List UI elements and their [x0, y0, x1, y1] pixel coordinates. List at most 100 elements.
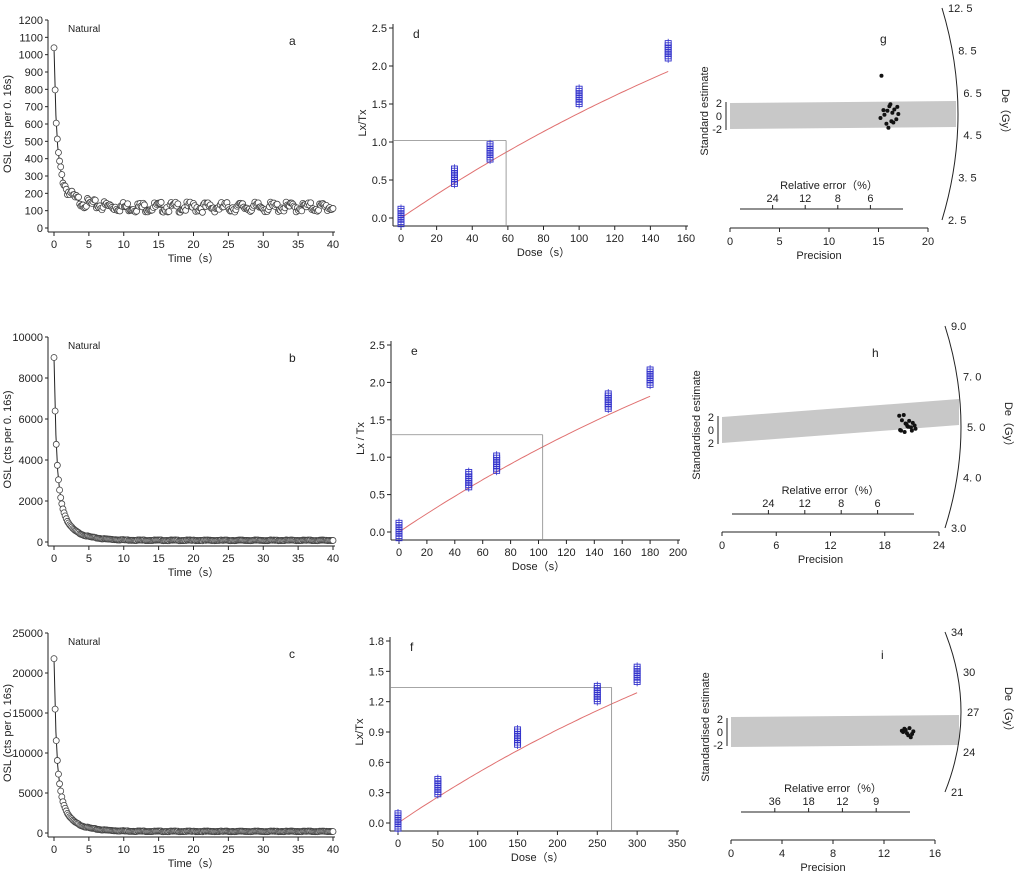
x-tick-label: 0	[51, 844, 57, 856]
x-tick-label: 150	[508, 838, 526, 850]
radial-data-point	[902, 429, 907, 434]
x-tick-label: 60	[502, 233, 514, 245]
de-axis-label: De（Gy）	[1002, 687, 1015, 737]
y-tick-label: 20000	[12, 668, 43, 680]
y-tick-label: 500	[25, 136, 43, 148]
x-tick-label: 0	[728, 848, 734, 860]
rel-error-tick-label: 9	[873, 796, 879, 808]
x-tick-label: 15	[872, 236, 884, 248]
y-tick-label: 5000	[19, 788, 43, 800]
y-tick-label: 0.0	[372, 213, 387, 225]
osl-data-point	[51, 705, 59, 713]
de-tick-label: 3.0	[951, 523, 966, 535]
y-tick-label: 0.5	[370, 490, 385, 502]
y-axis-label: OSL (cts per 0. 16s)	[2, 75, 14, 173]
y-tick-label: 0	[37, 537, 43, 549]
x-tick-label: 15	[153, 844, 165, 856]
x-tick-label: 60	[477, 547, 489, 559]
y-tick-label: 2.0	[370, 377, 385, 389]
x-tick-label: 20	[187, 844, 199, 856]
y-tick-label: 1.5	[372, 99, 387, 111]
x-tick-label: 0	[719, 540, 725, 552]
osl-data-point	[57, 787, 65, 795]
radial-data-point	[890, 110, 895, 115]
osl-panel-b: 0 2000 4000 6000 8000 10000 0 5 10 15 20 25 30 35 40 Ti…	[2, 332, 339, 579]
radial-data-point	[885, 108, 890, 113]
growth-fit-curve	[397, 692, 638, 824]
osl-data-point	[52, 119, 60, 127]
x-tick-label: 30	[257, 844, 269, 856]
std-axis-label: Standardised estimate	[691, 370, 703, 479]
precision-label: Precision	[796, 250, 841, 262]
radial-data-point	[884, 121, 889, 126]
x-tick-label: 24	[933, 540, 945, 552]
std-tick-label: -2	[713, 740, 723, 752]
x-tick-label: 40	[449, 547, 461, 559]
growth-panel-f: 0.0 0.3 0.6 0.9 1.2 1.5 1.8 0 50 100 150 200 250 300 3…	[354, 636, 686, 864]
confidence-band	[722, 399, 959, 443]
panel-letter-g: g	[880, 32, 887, 46]
x-tick-label: 16	[929, 848, 941, 860]
x-axis-label: Dose（s）	[512, 560, 565, 573]
x-tick-label: 8	[830, 848, 836, 860]
x-axis-label: Dose（s）	[511, 851, 564, 864]
osl-data-point	[57, 494, 65, 502]
panel-letter-h: h	[872, 346, 879, 360]
confidence-band	[731, 715, 959, 747]
radial-data-point	[901, 413, 906, 418]
de-tick-label: 4. 0	[963, 473, 981, 485]
std-tick-label: -2	[712, 124, 722, 136]
x-tick-label: 35	[292, 239, 304, 251]
y-tick-label: 1200	[19, 15, 43, 27]
radial-data-point	[895, 104, 900, 109]
de-tick-label: 8. 5	[958, 45, 976, 57]
x-tick-label: 10	[118, 553, 130, 565]
natural-label: Natural	[68, 341, 100, 352]
growth-fit-curve	[398, 395, 651, 533]
precision-label: Precision	[798, 554, 843, 566]
x-tick-label: 20	[421, 547, 433, 559]
std-tick-label: 0	[716, 111, 722, 123]
osl-data-point	[55, 149, 62, 156]
y-tick-label: 1.5	[370, 415, 385, 427]
x-tick-label: 12	[878, 848, 890, 860]
de-tick-label: 7. 0	[963, 372, 981, 384]
radial-data-point	[888, 102, 893, 107]
x-tick-label: 0	[727, 236, 733, 248]
x-tick-label: 40	[466, 233, 478, 245]
radial-data-point	[878, 115, 883, 120]
x-tick-label: 5	[86, 553, 92, 565]
std-tick-label: 2	[708, 412, 714, 424]
x-tick-label: 6	[773, 540, 779, 552]
x-tick-label: 300	[628, 838, 646, 850]
osl-data-point	[174, 200, 182, 208]
x-tick-label: 120	[557, 547, 575, 559]
radial-data-point	[910, 731, 915, 736]
x-tick-label: 10	[118, 844, 130, 856]
x-tick-label: 140	[641, 233, 659, 245]
x-tick-label: 12	[824, 540, 836, 552]
rel-error-tick-label: 6	[875, 498, 881, 510]
y-axis-label: OSL (cts per 0. 16s)	[2, 684, 14, 782]
x-tick-label: 5	[86, 239, 92, 251]
de-tick-label: 2. 5	[948, 215, 966, 227]
x-tick-label: 0	[51, 553, 57, 565]
radial-data-point	[907, 418, 912, 423]
de-arc	[941, 7, 959, 221]
relative-error-label: Relative error（%）	[782, 484, 880, 497]
radial-data-point	[892, 107, 897, 112]
natural-label: Natural	[68, 637, 100, 648]
rel-error-tick-label: 18	[802, 796, 814, 808]
growth-panel-e: 0.0 0.5 1.0 1.5 2.0 2.5 0 20 40 60 80 100 120 140 160 1…	[355, 340, 687, 573]
y-tick-label: 2.5	[370, 340, 385, 352]
radial-data-point	[909, 428, 914, 433]
x-tick-label: 20	[187, 239, 199, 251]
osl-data-point	[56, 157, 63, 165]
panel-letter-b: b	[289, 351, 296, 365]
osl-data-point	[56, 486, 63, 494]
osl-panel-c: 0 5000 10000 15000 20000 25000 0 5 10 15 20 25 30 35 4…	[2, 628, 339, 870]
osl-data-point	[165, 208, 173, 215]
panel-letter-i: i	[881, 648, 884, 662]
osl-data-point	[50, 44, 58, 52]
